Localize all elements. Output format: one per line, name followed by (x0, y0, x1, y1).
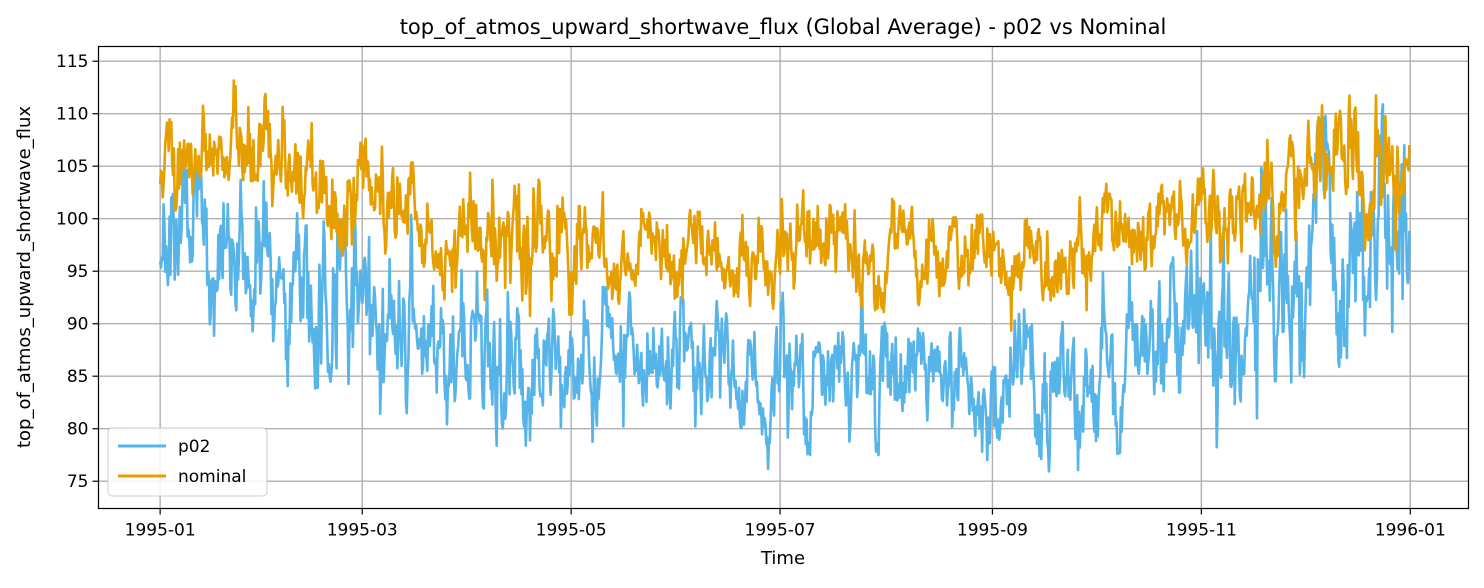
y-tick-label: 110 (56, 105, 88, 125)
y-tick-label: 115 (56, 52, 88, 72)
axis-ticks: 1995-01 1995-03 1995-05 1995-07 1995-09 1995-… (56, 52, 1446, 540)
x-tick-label: 1995-03 (327, 521, 398, 541)
series-line-nominal (158, 79, 1411, 332)
chart-title: top_of_atmos_upward_shortwave_flux (Glob… (400, 15, 1167, 40)
y-tick-label: 85 (67, 367, 89, 387)
series-line-p02 (158, 103, 1411, 473)
legend-label-p02: p02 (178, 437, 210, 457)
legend: p02 nominal (107, 427, 268, 497)
y-tick-label: 90 (67, 315, 89, 335)
x-tick-label: 1995-01 (125, 521, 196, 541)
plot-frame (97, 45, 1470, 510)
y-tick-label: 105 (56, 157, 88, 177)
legend-label-nominal: nominal (178, 467, 246, 487)
y-tick-label: 95 (67, 262, 89, 282)
x-tick-label: 1996-01 (1375, 521, 1446, 541)
series-layer (158, 79, 1411, 473)
y-tick-label: 75 (67, 472, 89, 492)
y-tick-label: 80 (67, 420, 89, 440)
x-axis-label: Time (760, 548, 805, 569)
x-tick-label: 1995-07 (745, 521, 816, 541)
x-tick-label: 1995-09 (957, 521, 1028, 541)
y-tick-label: 100 (56, 210, 88, 230)
x-tick-label: 1995-11 (1166, 521, 1237, 541)
x-tick-label: 1995-05 (536, 521, 607, 541)
y-axis-label: top_of_atmos_upward_shortwave_flux (14, 106, 35, 448)
